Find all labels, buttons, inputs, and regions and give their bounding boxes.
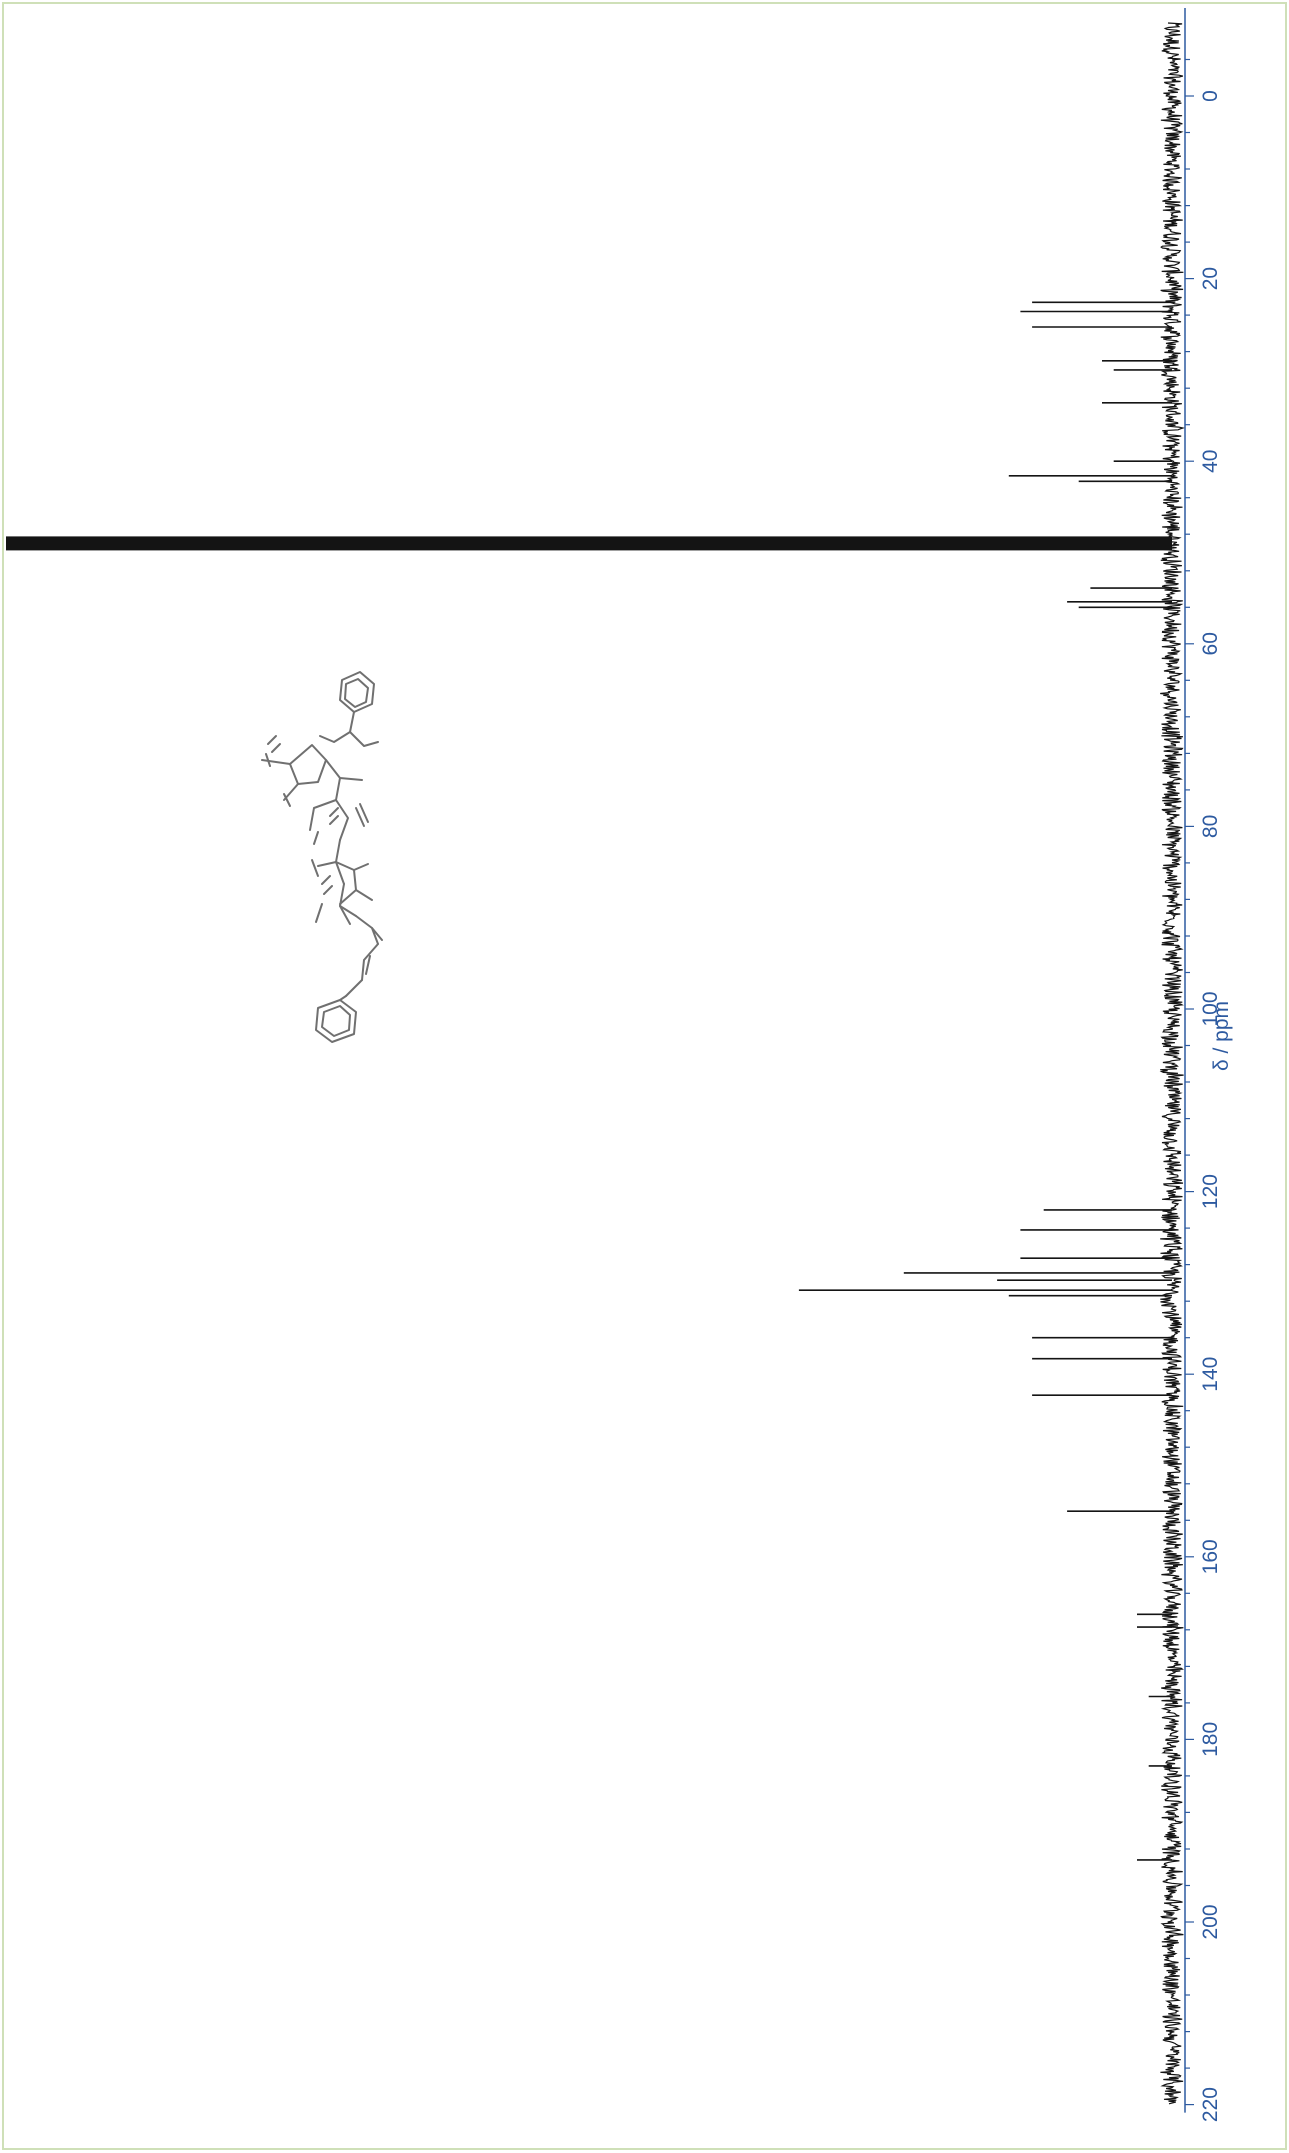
tick-label: 80 <box>1199 815 1222 838</box>
nmr-spectrum <box>6 22 1186 2105</box>
tick-label: 140 <box>1199 1357 1222 1392</box>
x-axis-tick-labels: 0 20 40 60 80 100 120 140 160 180 200 220 <box>1199 90 1222 2122</box>
noise-baseline <box>1159 22 1186 2105</box>
tick-label: 20 <box>1199 267 1222 290</box>
tick-label: 200 <box>1199 1904 1222 1939</box>
tick-label: 100 <box>1199 991 1222 1026</box>
tick-label: 160 <box>1199 1539 1222 1574</box>
x-axis-label: δ / ppm <box>1210 1001 1233 1071</box>
x-axis-ticks <box>1185 58 1194 2106</box>
tick-label: 40 <box>1199 450 1222 473</box>
tick-label: 220 <box>1199 2087 1222 2122</box>
tick-label: 120 <box>1199 1174 1222 1209</box>
tick-label: 180 <box>1199 1722 1222 1757</box>
peak <box>6 536 1172 551</box>
tick-label: 60 <box>1199 632 1222 655</box>
tick-label: 0 <box>1199 90 1222 102</box>
molecule-structure-sketch <box>261 671 383 1043</box>
